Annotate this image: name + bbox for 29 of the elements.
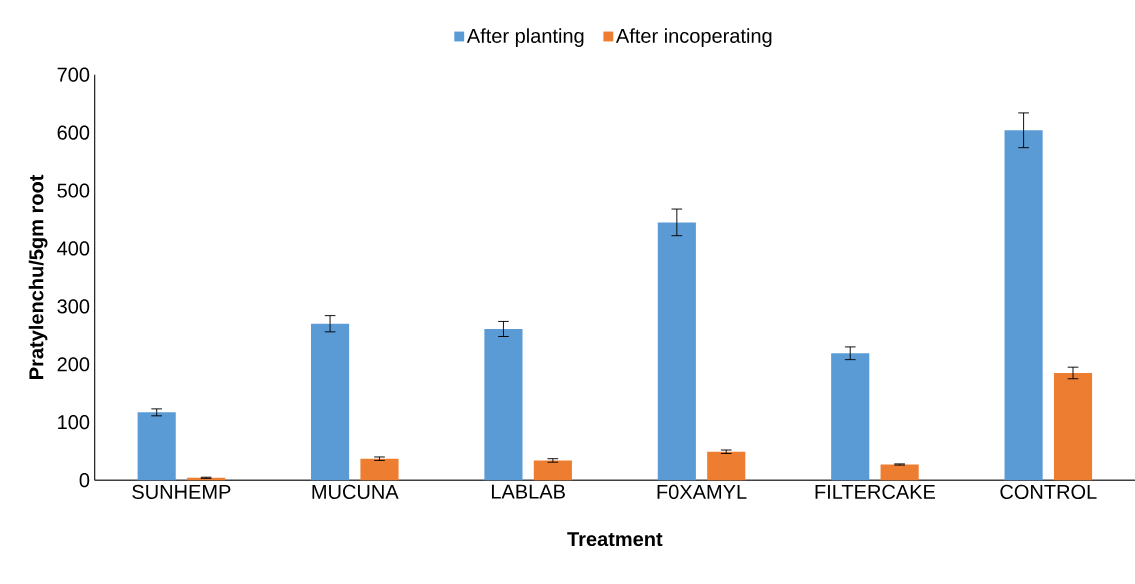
y-tick-label: 500	[57, 183, 90, 198]
legend-label: After incoperating	[615, 28, 772, 47]
y-tick-label: 600	[57, 125, 90, 140]
bar	[1053, 372, 1093, 481]
bar	[311, 323, 350, 481]
y-tick-label: 0	[79, 472, 90, 488]
x-tick-label: FILTERCAKE	[815, 484, 936, 499]
y-tick-label: 700	[57, 67, 90, 82]
x-tick-label: LABLAB	[491, 484, 565, 499]
bar	[880, 464, 919, 481]
x-tick-label: CONTROL	[1000, 484, 1097, 499]
bar	[707, 451, 746, 481]
y-axis-title: Pratylenchu/5gm root	[28, 174, 48, 379]
y-tick-label: 200	[57, 357, 90, 372]
x-tick-label: F0XAMYL	[657, 484, 747, 499]
y-tick-label: 100	[58, 415, 90, 430]
legend-label: After planting	[466, 28, 584, 47]
x-axis-title: Treatment	[567, 532, 663, 547]
bar	[533, 460, 572, 481]
x-tick-label: SUNHEMP	[132, 484, 231, 499]
bar	[831, 353, 870, 481]
y-tick-label: 300	[57, 299, 90, 314]
y-tick-label: 400	[57, 241, 90, 256]
bar	[137, 412, 176, 481]
bar	[484, 328, 523, 481]
bar	[360, 458, 399, 481]
bar	[657, 222, 696, 481]
bar	[1004, 130, 1043, 481]
x-tick-label: MUCUNA	[312, 484, 399, 499]
